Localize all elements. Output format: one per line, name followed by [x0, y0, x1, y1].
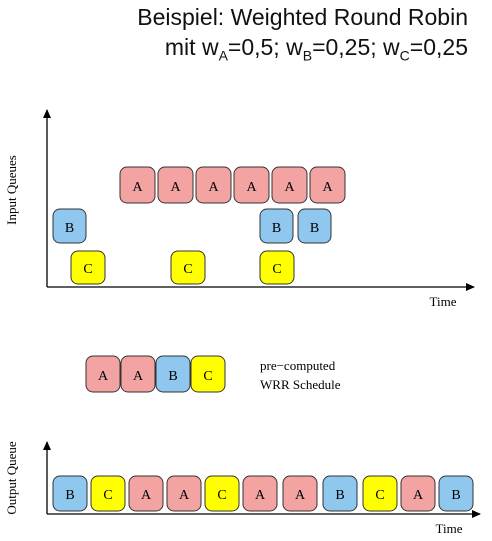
packet-a-label: A — [246, 180, 257, 195]
output-packet-label: A — [255, 488, 266, 503]
output-packet-a: A — [242, 475, 278, 512]
packet-a-label: A — [208, 180, 219, 195]
title-line-2: mit wA=0,5; wB=0,25; wC=0,25 — [165, 34, 468, 64]
output-packet-label: B — [335, 488, 344, 503]
schedule-slot-a: A — [85, 355, 121, 393]
packet-a-label: A — [284, 180, 295, 195]
title-line-1: Beispiel: Weighted Round Robin — [137, 4, 468, 30]
output-queue: B C A A C A A B C A B — [52, 475, 474, 512]
packet-a-label: A — [132, 180, 143, 195]
input-row-c: C C C — [70, 250, 295, 285]
input-row-a: A A A A A A — [119, 166, 346, 204]
output-packet-b: B — [52, 475, 88, 512]
packet-c: C — [170, 250, 206, 285]
input-x-label: Time — [430, 294, 457, 309]
input-y-label: Input Queues — [4, 155, 19, 225]
output-packet-label: C — [375, 488, 384, 503]
packet-b: B — [52, 208, 87, 244]
packet-b-label: B — [310, 221, 319, 236]
output-x-label: Time — [436, 521, 463, 536]
output-y-label: Output Queue — [4, 441, 19, 515]
title-prefix: mit — [164, 34, 202, 60]
output-packet-a: A — [166, 475, 202, 512]
schedule-slot-label: C — [203, 369, 212, 384]
output-packet-label: C — [103, 488, 112, 503]
packet-b: B — [259, 208, 294, 244]
weight-b-subscript: B — [302, 47, 313, 64]
schedule-label-line-1: pre−computed — [260, 358, 336, 373]
output-packet-label: B — [451, 488, 460, 503]
schedule-slot-b: B — [155, 355, 191, 393]
packet-a: A — [271, 166, 308, 204]
weight-a-symbol: w — [201, 34, 219, 60]
output-packet-label: A — [413, 488, 424, 503]
schedule-slot-label: A — [133, 369, 144, 384]
output-packet-a: A — [282, 475, 318, 512]
input-row-b: B B B — [52, 208, 332, 244]
packet-b-label: B — [272, 221, 281, 236]
packet-a: A — [195, 166, 232, 204]
weight-a-value: =0,5; — [227, 34, 287, 60]
output-packet-label: A — [179, 488, 190, 503]
weight-b-value: =0,25; — [312, 34, 384, 60]
packet-a: A — [157, 166, 194, 204]
output-packet-label: A — [295, 488, 306, 503]
weight-b-symbol: w — [286, 34, 303, 60]
output-packet-c: C — [204, 475, 240, 512]
packet-a: A — [233, 166, 270, 204]
schedule-label-line-2: WRR Schedule — [260, 377, 341, 392]
output-packet-c: C — [362, 475, 398, 512]
packet-b: B — [297, 208, 332, 244]
schedule-slot-label: A — [98, 369, 109, 384]
weight-a-subscript: A — [218, 47, 228, 64]
packet-c-label: C — [183, 262, 192, 277]
output-packet-label: B — [65, 488, 74, 503]
wrr-schedule: A A B C — [85, 355, 226, 393]
packet-c-label: C — [83, 262, 92, 277]
packet-a: A — [309, 166, 346, 204]
output-packet-a: A — [400, 475, 436, 512]
schedule-slot-c: C — [190, 355, 226, 393]
output-packet-label: A — [141, 488, 152, 503]
output-packet-a: A — [128, 475, 164, 512]
output-packet-label: C — [217, 488, 226, 503]
packet-c: C — [259, 250, 295, 285]
output-packet-b: B — [438, 475, 474, 512]
schedule-slot-label: B — [168, 369, 177, 384]
weight-c-subscript: C — [399, 47, 410, 64]
packet-c: C — [70, 250, 106, 285]
schedule-slot-a: A — [120, 355, 156, 393]
packet-a: A — [119, 166, 156, 204]
weight-c-value: =0,25 — [409, 34, 468, 60]
packet-a-label: A — [170, 180, 181, 195]
packet-b-label: B — [65, 221, 74, 236]
output-packet-b: B — [322, 475, 358, 512]
weight-c-symbol: w — [383, 34, 400, 60]
output-packet-c: C — [90, 475, 126, 512]
packet-c-label: C — [272, 262, 281, 277]
packet-a-label: A — [322, 180, 333, 195]
